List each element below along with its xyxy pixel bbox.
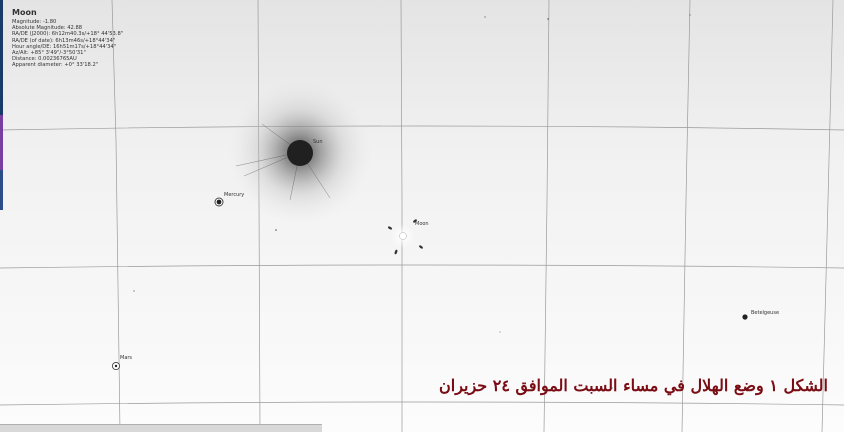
info-line: Magnitude: -1.80 (12, 19, 57, 25)
grid-parallel (0, 401, 844, 406)
betelgeuse-label: Betelgeuse (751, 310, 780, 316)
moon-marker-ticks (388, 219, 423, 255)
info-line: RA/DE (J2000): 6h12m40.3s/+18° 44'53.8" (12, 31, 124, 38)
window-edge-bottom (0, 170, 3, 210)
mars-label: Mars (120, 355, 133, 361)
background-stars (133, 14, 691, 389)
info-line: Az/Alt: +85° 3'49"/-3°50'31" (12, 50, 86, 57)
mars-icon[interactable] (111, 361, 121, 371)
grid-meridian (400, 0, 403, 432)
window-edge-middle (0, 115, 3, 170)
info-line: Absolute Magnitude: 42.88 (12, 25, 83, 32)
betelgeuse-icon[interactable] (742, 314, 748, 320)
info-line: Apparent diameter: +0° 33'18.2" (12, 62, 99, 69)
object-info-panel: Moon Magnitude: -1.80 Absolute Magnitude… (12, 8, 123, 69)
grid-meridian (111, 0, 121, 432)
moon-label: Moon (415, 221, 429, 227)
info-line: Hour angle/DE: 16h51m17s/+18°44'34" (12, 43, 117, 50)
info-line: Distance: 0.00236765AU (12, 56, 77, 63)
grid-meridian (543, 0, 550, 432)
grid-meridian (681, 0, 691, 432)
figure-caption: الشكل ١ وضع الهلال في مساء السبت الموافق… (439, 376, 828, 395)
sun-icon[interactable] (287, 140, 313, 166)
object-name: Moon (12, 8, 37, 17)
moon-icon[interactable] (399, 232, 407, 240)
grid-parallel (0, 264, 844, 269)
status-bar (0, 424, 322, 432)
sun-label: Sun (313, 139, 323, 145)
mercury-icon[interactable] (214, 197, 224, 207)
mercury-label: Mercury (224, 192, 245, 198)
info-line: RA/DE (of date): 6h13m46s/+18°44'34" (12, 37, 116, 44)
window-edge-top (0, 0, 3, 115)
grid-meridian (821, 0, 834, 432)
grid-parallel (0, 125, 844, 131)
